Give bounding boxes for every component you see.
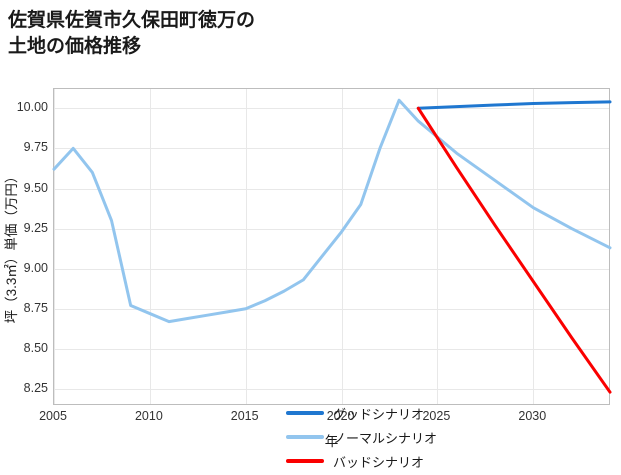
legend-label-bad: バッドシナリオ [333, 454, 425, 470]
legend-label-good: グッドシナリオ [333, 406, 425, 422]
x-tick-label: 2030 [518, 409, 547, 423]
grid-line-vertical [533, 89, 535, 404]
grid-line-vertical [245, 89, 247, 404]
x-tick-label: 2010 [134, 409, 163, 423]
legend-label-normal: ノーマルシナリオ [333, 430, 438, 446]
y-tick-label: 10.00 [16, 100, 48, 115]
legend-swatch-bad [286, 459, 324, 463]
grid-line-vertical [437, 89, 439, 404]
y-tick-label: 9.25 [23, 220, 48, 235]
y-tick-label: 8.75 [23, 300, 48, 315]
legend-item: バッドシナリオ [286, 449, 501, 473]
grid-line-vertical [54, 89, 55, 404]
x-tick-label: 2005 [39, 409, 67, 423]
y-tick-label: 8.50 [23, 340, 48, 355]
x-axis-ticks: 2005 2010 2015 2020 2025 2030 [39, 409, 610, 429]
y-tick-label: 9.75 [23, 140, 48, 155]
chart-legend: グッドシナリオ ノーマルシナリオ バッドシナリオ [286, 399, 501, 475]
chart-container: 佐賀県佐賀市久保田町徳万の 土地の価格推移 坪（3.3㎡）単価（万円） 年 8.… [0, 10, 612, 470]
series-line [416, 106, 612, 394]
grid-line-horizontal [54, 389, 609, 390]
legend-item: グッドシナリオ [286, 401, 501, 425]
legend-swatch-normal [286, 435, 324, 439]
series-lines [52, 98, 612, 394]
series-line [416, 100, 612, 110]
x-tick-label: 2020 [326, 409, 355, 423]
x-tick-label: 2025 [422, 409, 451, 423]
grid-line-horizontal [54, 148, 609, 150]
series-line [52, 98, 612, 324]
legend-item: ノーマルシナリオ [286, 425, 501, 449]
y-axis-ticks: 8.25 8.50 8.75 9.00 9.25 9.50 9.75 10.00 [0, 88, 48, 405]
grid-line-horizontal [54, 348, 609, 350]
grid-line-horizontal [54, 308, 609, 310]
grid-line-horizontal [54, 108, 609, 110]
x-tick-label: 2015 [230, 409, 259, 423]
legend-swatch-good [286, 411, 324, 415]
grid-line-horizontal [54, 268, 609, 270]
plot-area: グッドシナリオ ノーマルシナリオ バッドシナリオ [52, 88, 612, 470]
grid-line-vertical [341, 89, 343, 404]
y-tick-label: 9.50 [23, 180, 48, 195]
y-tick-label: 8.25 [23, 381, 48, 395]
grid-line-vertical [149, 89, 151, 404]
grid-line-horizontal [54, 188, 609, 190]
x-axis-label: 年 [324, 434, 339, 449]
y-tick-label: 9.00 [23, 260, 48, 275]
grid-line-horizontal [54, 228, 609, 230]
chart-title: 佐賀県佐賀市久保田町徳万の 土地の価格推移 [8, 10, 256, 57]
